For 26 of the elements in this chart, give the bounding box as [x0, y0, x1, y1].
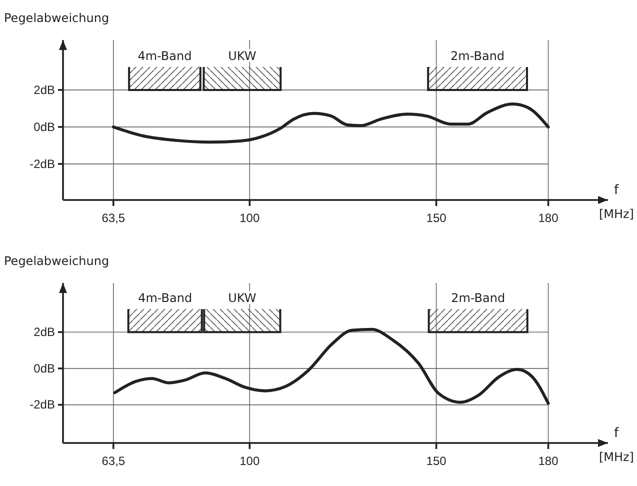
y-tick-label: 2dB [34, 82, 55, 97]
x-tick-label: 100 [240, 211, 260, 226]
text: [MHz] [598, 207, 634, 221]
y-tick-label: 0dB [34, 361, 55, 376]
band-label: 4m-Band [138, 48, 192, 63]
line-series [113, 328, 550, 405]
x-axis-title: f [614, 183, 619, 198]
band-label: 2m-Band [451, 291, 506, 306]
x-axis-title: f [614, 426, 619, 441]
x-tick-label: 100 [240, 454, 260, 468]
line-series [112, 102, 550, 144]
x-tick-label: 180 [538, 211, 559, 226]
text: [MHz] [598, 450, 634, 464]
band-label: 2m-Band [450, 48, 505, 63]
x-tick-label: 150 [426, 454, 447, 468]
y-axis-title: Pegelabweichung [4, 254, 110, 268]
x-tick-label: 63,5 [102, 211, 126, 226]
y-tick-label: -2dB [30, 398, 55, 412]
y-tick-label: 2dB [34, 324, 55, 339]
x-tick-label: 180 [538, 454, 559, 468]
y-tick-label: -2dB [30, 156, 55, 171]
x-tick-label: 150 [426, 211, 447, 226]
y-axis-title: Pegelabweichung [4, 11, 110, 25]
band-label: 4m-Band [138, 291, 192, 306]
x-tick-label: 63,5 [102, 454, 126, 468]
y-tick-label: 0dB [34, 120, 55, 134]
